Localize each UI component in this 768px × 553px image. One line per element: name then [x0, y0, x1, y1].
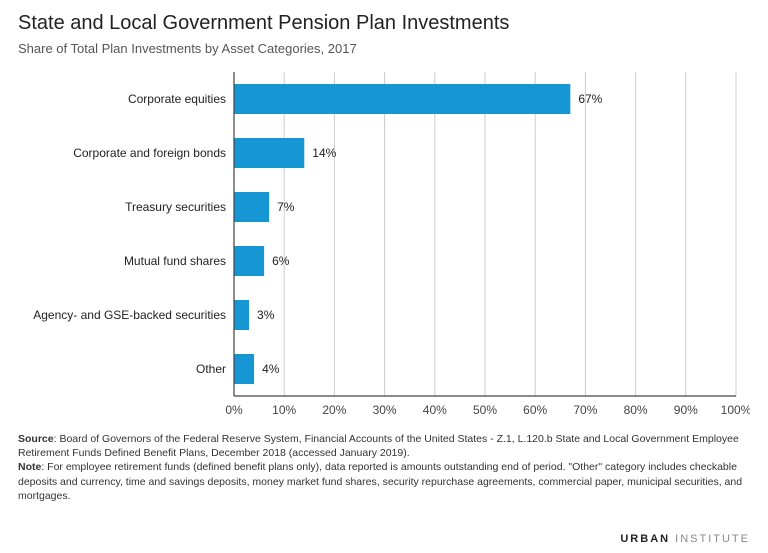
value-label: 14%: [312, 146, 336, 160]
value-label: 67%: [578, 92, 602, 106]
source-label: Source: [18, 433, 54, 445]
x-tick-label: 40%: [423, 403, 447, 417]
bar: [234, 84, 570, 114]
bar: [234, 300, 249, 330]
footnotes: Source: Board of Governors of the Federa…: [18, 432, 750, 503]
chart-title: State and Local Government Pension Plan …: [18, 12, 750, 35]
bar-chart: 0% 10% 20% 30% 40% 50% 60% 70% 80% 90% 100% Corpora…: [18, 66, 750, 426]
bar: [234, 138, 304, 168]
branding-institute: INSTITUTE: [675, 533, 750, 545]
source-text: : Board of Governors of the Federal Rese…: [18, 433, 739, 459]
category-label: Mutual fund shares: [124, 254, 226, 268]
x-tick-label: 60%: [523, 403, 547, 417]
x-tick-label: 100%: [721, 403, 750, 417]
chart-subtitle: Share of Total Plan Investments by Asset…: [18, 41, 750, 56]
category-label: Treasury securities: [125, 200, 226, 214]
bar: [234, 246, 264, 276]
category-label: Agency- and GSE-backed securities: [33, 308, 226, 322]
value-label: 7%: [277, 200, 295, 214]
x-tick-label: 80%: [624, 403, 648, 417]
category-label: Other: [196, 362, 226, 376]
bar: [234, 354, 254, 384]
branding-urban: URBAN: [620, 533, 670, 545]
branding: URBAN INSTITUTE: [620, 533, 750, 545]
x-tick-label: 20%: [322, 403, 346, 417]
category-label: Corporate equities: [128, 92, 226, 106]
value-label: 6%: [272, 254, 290, 268]
note-label: Note: [18, 461, 41, 473]
category-label: Corporate and foreign bonds: [73, 146, 226, 160]
chart-area: 0% 10% 20% 30% 40% 50% 60% 70% 80% 90% 100% Corpora…: [18, 66, 750, 426]
value-label: 3%: [257, 308, 275, 322]
x-tick-label: 90%: [674, 403, 698, 417]
bar: [234, 192, 269, 222]
value-label: 4%: [262, 362, 280, 376]
x-tick-label: 0%: [225, 403, 243, 417]
x-tick-label: 10%: [272, 403, 296, 417]
note-line: Note: For employee retirement funds (def…: [18, 460, 750, 503]
note-text: : For employee retirement funds (defined…: [18, 461, 742, 501]
x-tick-label: 50%: [473, 403, 497, 417]
source-line: Source: Board of Governors of the Federa…: [18, 432, 750, 460]
x-tick-label: 70%: [573, 403, 597, 417]
x-tick-label: 30%: [373, 403, 397, 417]
